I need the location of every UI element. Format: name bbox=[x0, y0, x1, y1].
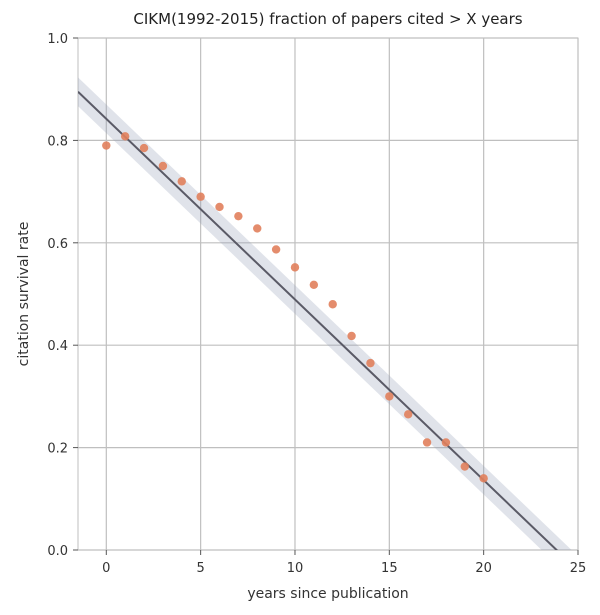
x-tick-label: 0 bbox=[102, 561, 110, 576]
data-point bbox=[385, 392, 393, 400]
data-point bbox=[423, 438, 431, 446]
data-point bbox=[178, 177, 186, 185]
data-point bbox=[347, 332, 355, 340]
data-point bbox=[329, 300, 337, 308]
data-point bbox=[479, 474, 487, 482]
y-tick-label: 0.6 bbox=[47, 237, 68, 252]
chart-title: CIKM(1992-2015) fraction of papers cited… bbox=[133, 10, 522, 28]
x-tick-label: 25 bbox=[570, 561, 587, 576]
y-axis-label: citation survival rate bbox=[16, 222, 32, 367]
data-point bbox=[461, 462, 469, 470]
data-point bbox=[366, 359, 374, 367]
chart-container: 0 5 10 15 20 25 0.0 0.2 0.4 0.6 0.8 1.0 years since … bbox=[0, 0, 600, 615]
y-tick-label: 0.8 bbox=[47, 134, 68, 149]
data-point bbox=[102, 141, 110, 149]
data-point bbox=[215, 203, 223, 211]
data-point bbox=[310, 281, 318, 289]
data-point bbox=[196, 193, 204, 201]
data-point bbox=[234, 212, 242, 220]
data-point bbox=[140, 144, 148, 152]
data-point bbox=[404, 410, 412, 418]
x-tick-label: 15 bbox=[381, 561, 398, 576]
scatter-regression-chart: 0 5 10 15 20 25 0.0 0.2 0.4 0.6 0.8 1.0 years since … bbox=[0, 0, 600, 615]
x-tick-label: 10 bbox=[287, 561, 304, 576]
y-tick-label: 0.0 bbox=[47, 544, 68, 559]
x-axis-label: years since publication bbox=[247, 586, 408, 602]
data-point bbox=[272, 245, 280, 253]
data-point bbox=[159, 162, 167, 170]
x-tick-label: 5 bbox=[197, 561, 205, 576]
data-point bbox=[253, 224, 261, 232]
y-tick-label: 0.4 bbox=[47, 339, 68, 354]
data-point bbox=[291, 263, 299, 271]
y-tick-label: 1.0 bbox=[47, 32, 68, 47]
y-tick-label: 0.2 bbox=[47, 442, 68, 457]
x-tick-label: 20 bbox=[475, 561, 492, 576]
data-point bbox=[121, 132, 129, 140]
data-point bbox=[442, 438, 450, 446]
